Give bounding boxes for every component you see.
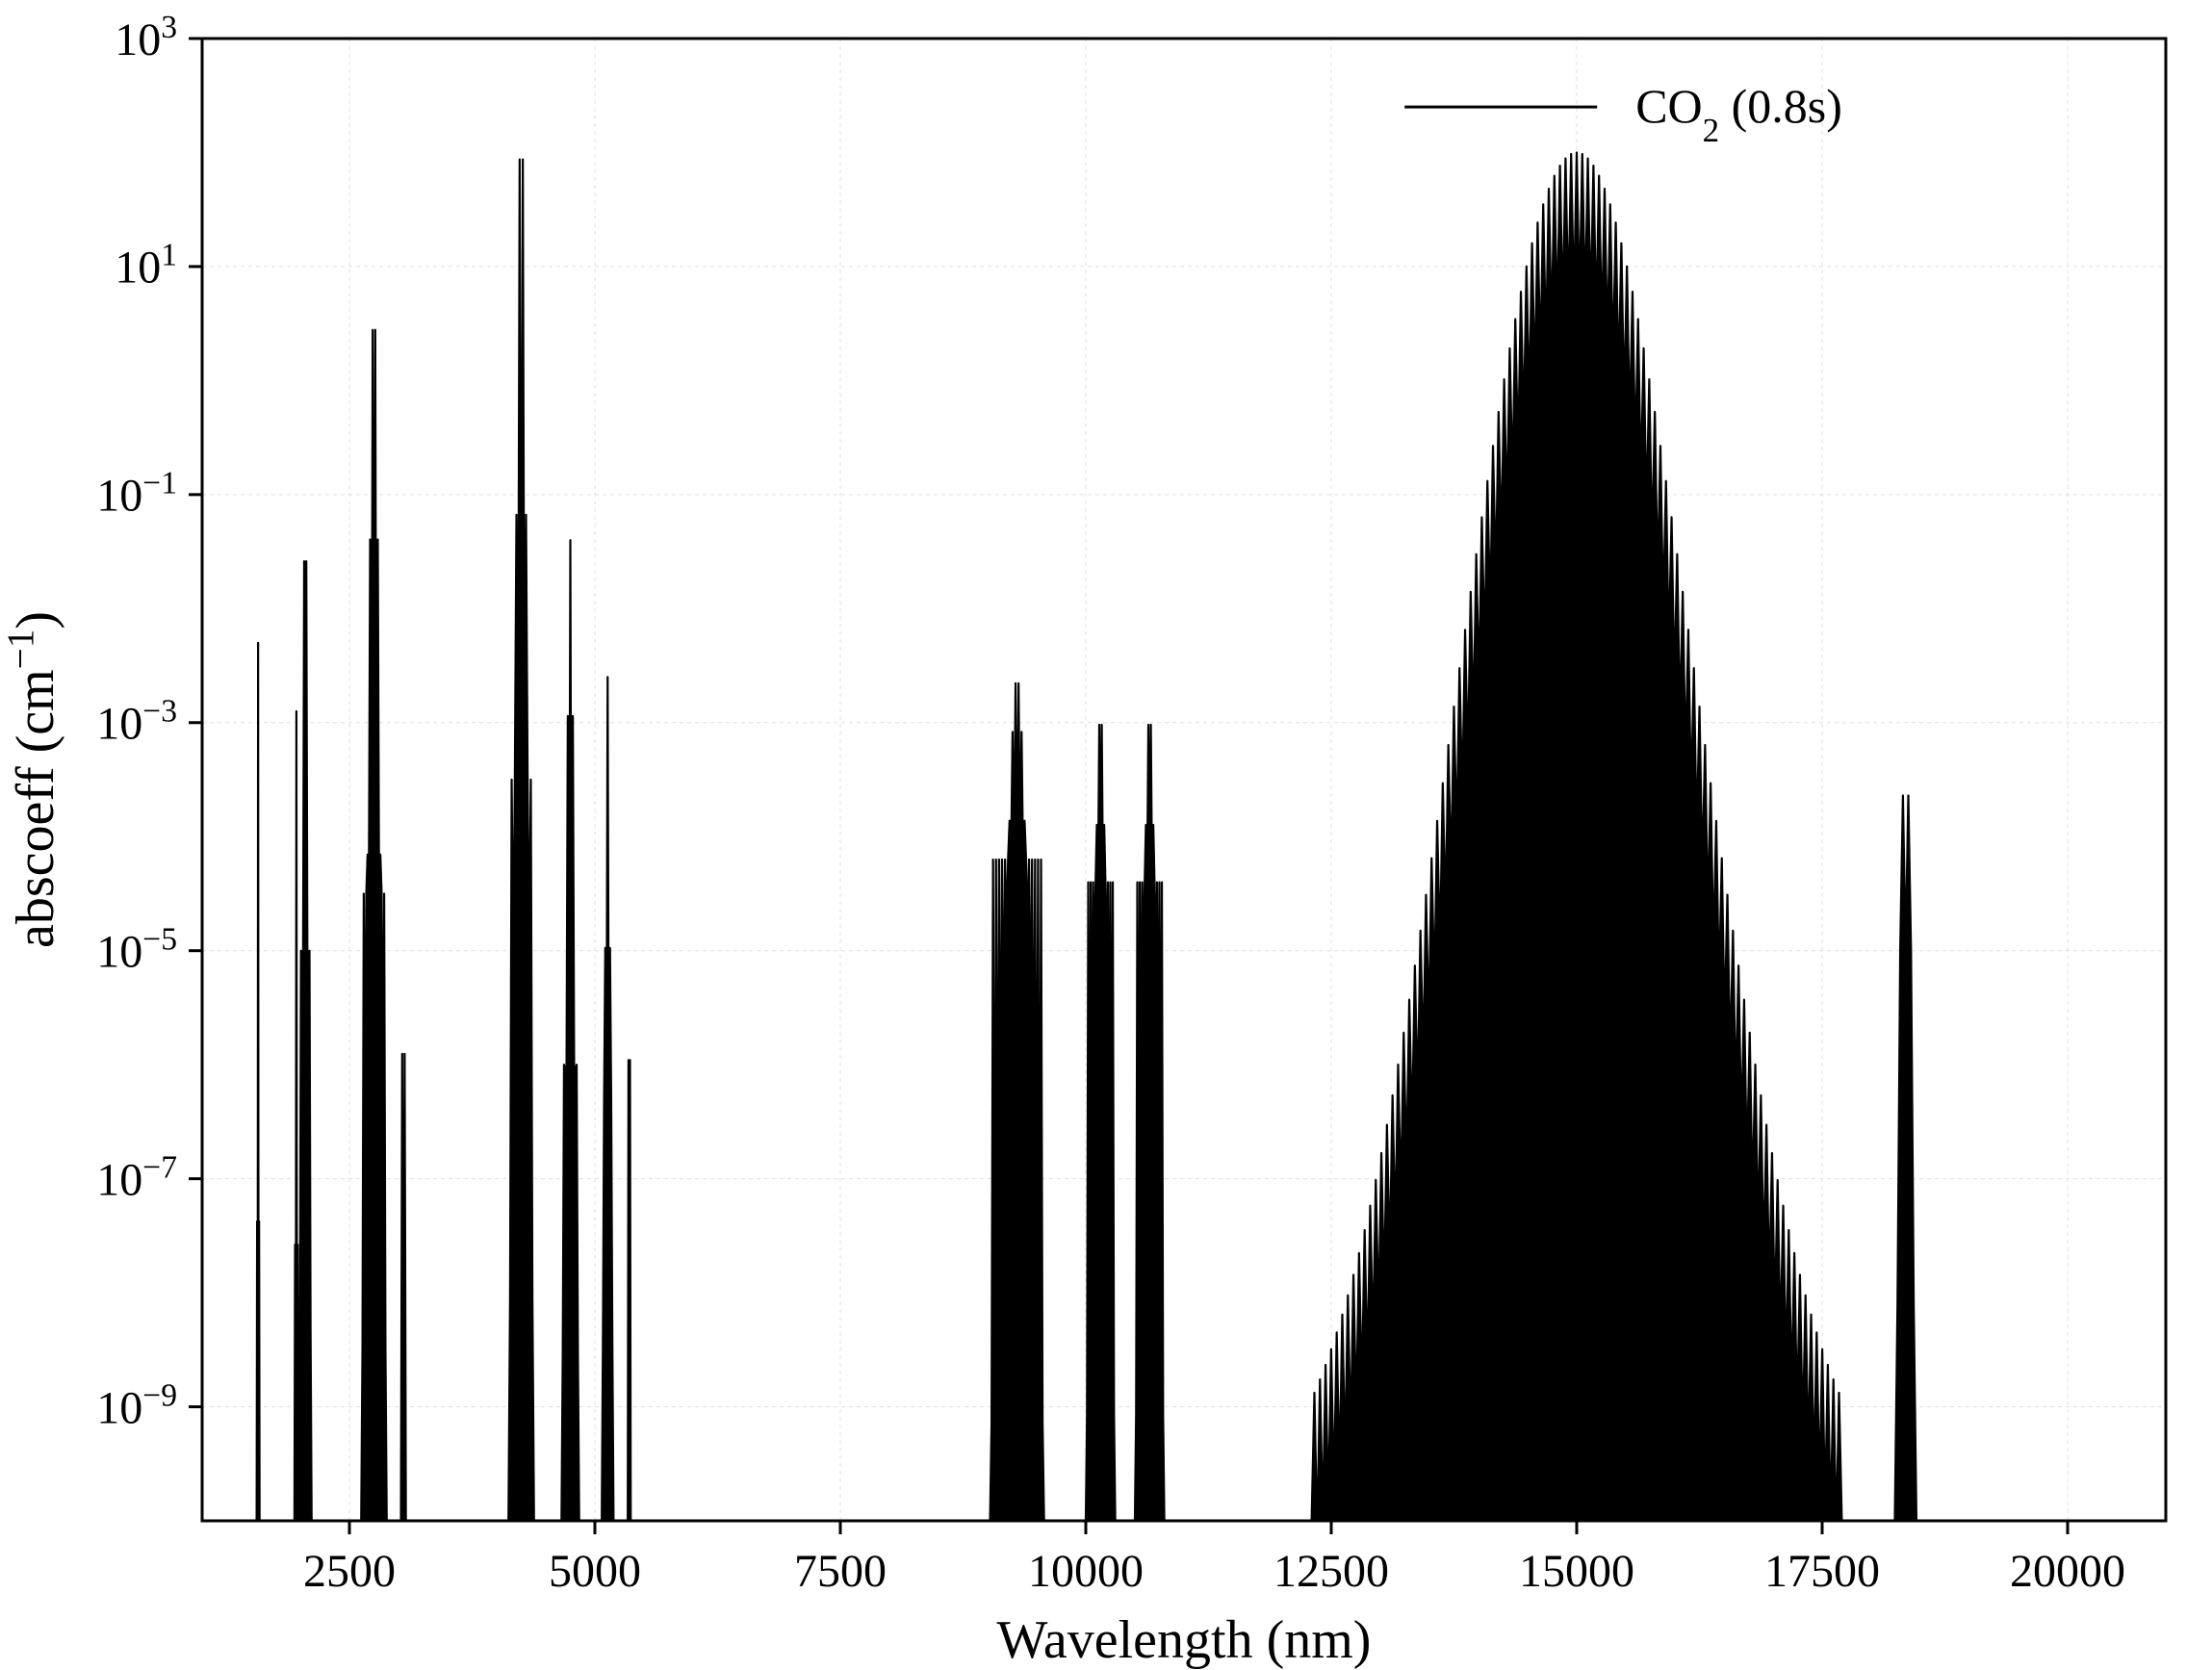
svg-text:5000: 5000 <box>549 1546 641 1597</box>
svg-text:15000: 15000 <box>1519 1546 1634 1597</box>
chart-container: 250050007500100001250015000175002000010−… <box>0 0 2212 1670</box>
svg-text:10000: 10000 <box>1028 1546 1144 1597</box>
spectrum-chart: 250050007500100001250015000175002000010−… <box>0 0 2212 1670</box>
svg-text:2500: 2500 <box>303 1546 396 1597</box>
svg-text:7500: 7500 <box>794 1546 887 1597</box>
svg-text:20000: 20000 <box>2010 1546 2125 1597</box>
x-axis-label: Wavelength (nm) <box>997 1610 1372 1670</box>
svg-text:17500: 17500 <box>1764 1546 1880 1597</box>
svg-text:12500: 12500 <box>1273 1546 1389 1597</box>
